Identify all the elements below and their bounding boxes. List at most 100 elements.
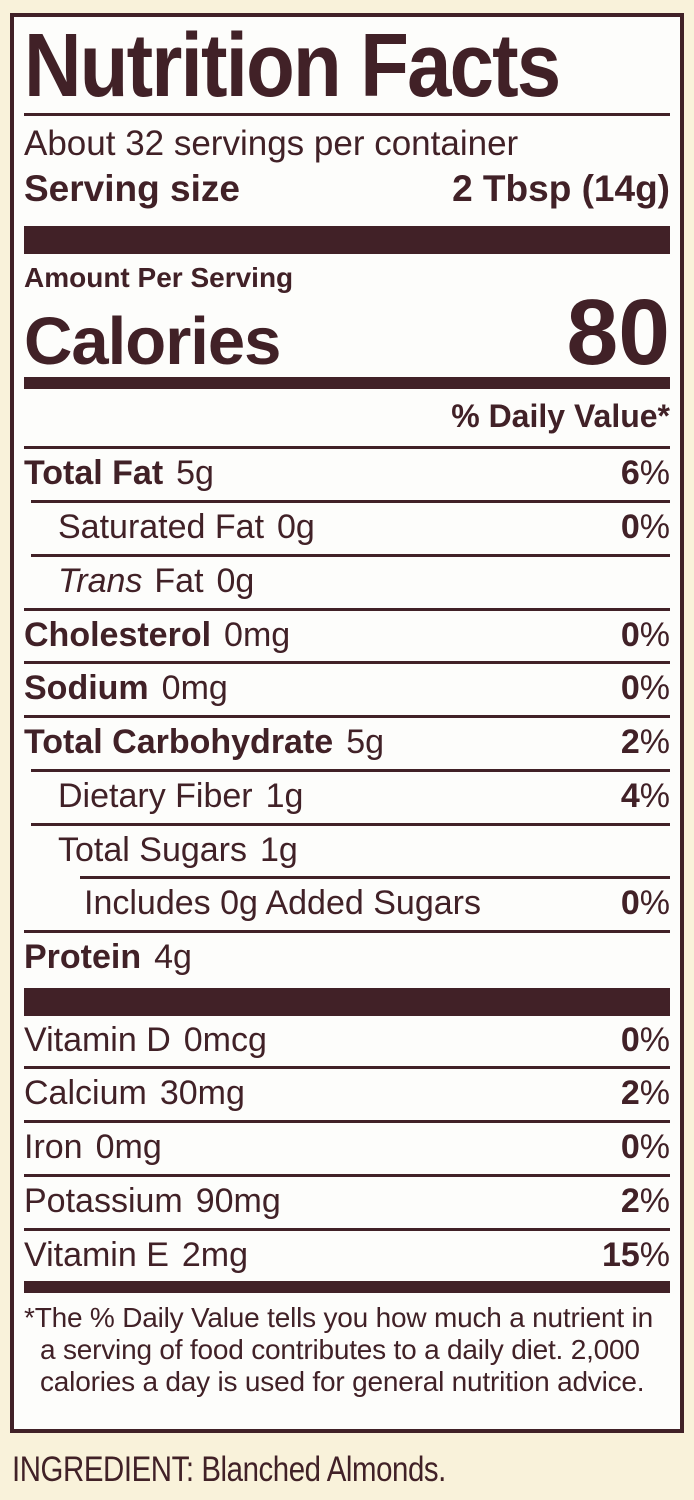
vitamin-row-calcium: Calcium 30mg 2% [24,1066,670,1120]
nutrient-row-total-carbohydrate: Total Carbohydrate 5g 2% [24,715,670,769]
nutrient-amount: 4g [154,937,192,976]
amount-per-serving-label: Amount Per Serving [24,262,294,294]
calories-bar [24,377,670,390]
nutrient-daily-value: 2% [620,1074,670,1113]
daily-value-header: % Daily Value* [24,389,670,450]
nutrient-name-amount: Vitamin E 2mg [24,1235,249,1274]
percent-sign: % [639,1235,670,1274]
nutrient-name-amount: Total Sugars 1g [31,830,298,869]
nutrient-name: Cholesterol [24,615,212,654]
nutrient-name-amount: Trans Fat 0g [31,563,254,600]
nutrient-name: Calcium [24,1074,147,1113]
nutrient-name: Saturated Fat [58,508,265,547]
nutrient-row-total-sugars: Total Sugars 1g [31,822,670,877]
nutrient-daily-value: 0% [620,669,670,708]
nutrient-name-amount: Protein 4g [24,939,192,976]
percent-sign: % [639,454,670,493]
nutrient-name-amount: Iron 0mg [24,1129,162,1166]
nutrient-name: Protein [24,937,142,976]
nutrient-name-amount: Total Fat 5g [24,455,214,492]
nutrient-amount: 0mg [95,1128,162,1167]
nutrient-row-trans-fat: Trans Fat 0g [31,553,670,608]
servings-per-container: About 32 servings per container [24,123,519,163]
nutrition-facts-label: Nutrition Facts About 32 servings per co… [10,13,684,1433]
calories-label: Calories [24,304,281,380]
nutrient-amount: 0mg [224,615,291,654]
percent-sign: % [639,723,670,762]
nutrient-daily-value: 2% [620,723,670,762]
nutrient-daily-value: 2% [620,1181,670,1220]
nutrient-daily-value: 6% [620,454,670,493]
serving-size-value: 2 Tbsp (14g) [452,167,670,209]
nutrient-name: Total Carbohydrate [24,723,334,762]
nutrient-amount: 0g [216,561,255,600]
nutrient-name-amount: Dietary Fiber 1g [31,776,303,815]
percent-sign: % [639,615,670,654]
nutrient-row-cholesterol: Cholesterol 0mg 0% [24,607,670,662]
nutrient-name: Includes 0g Added Sugars [84,884,481,923]
vitamin-row-iron: Iron 0mg 0% [24,1120,670,1174]
nutrient-row-saturated-fat: Saturated Fat 0g 0% [31,500,670,554]
percent-sign: % [639,1128,670,1167]
footnote-asterisk: * [24,1302,35,1334]
nutrient-name-amount: Saturated Fat 0g [31,509,315,546]
calories-row: Calories 80 [24,286,670,380]
percent-sign: % [639,884,670,923]
nutrient-name: Sodium [24,669,149,708]
vitamin-row-potassium: Potassium 90mg 2% [24,1173,670,1228]
nutrient-name-amount: Total Carbohydrate 5g [24,724,384,761]
nutrient-daily-value: 0% [620,508,670,547]
nutrient-name: Potassium [24,1181,183,1220]
nutrient-amount: 5g [176,454,214,493]
nutrient-daily-value: 0% [620,884,670,923]
nutrient-amount: 90mg [195,1181,281,1220]
nutrient-name-italic: Trans [58,561,143,600]
nutrient-name: Vitamin E [24,1235,169,1274]
ingredient-text: INGREDIENT: Blanched Almonds. [12,1450,446,1489]
nutrient-daily-value: 0% [620,1020,670,1059]
ingredient-statement: INGREDIENT: Blanched Almonds. [12,1450,529,1490]
nutrient-name-amount: Cholesterol 0mg [24,615,291,654]
label-title: Nutrition Facts [24,16,561,116]
footnote-text: The % Daily Value tells you how much a n… [34,1302,653,1397]
percent-sign: % [639,1181,670,1220]
percent-sign: % [639,776,670,815]
nutrient-name: Iron [24,1128,83,1167]
nutrient-name: Fat [154,561,204,600]
nutrient-name: Dietary Fiber [58,776,253,815]
nutrient-daily-value: 15% [601,1235,670,1274]
serving-size-row: Serving size 2 Tbsp (14g) [24,168,670,211]
nutrient-amount: 5g [346,723,385,762]
nutrient-row-protein: Protein 4g [24,929,670,984]
section-bar-middle [24,987,670,1016]
serving-size-label: Serving size [24,167,240,209]
nutrient-name-amount: Calcium 30mg [24,1075,245,1112]
nutrient-daily-value: 0% [620,1128,670,1167]
nutrient-row-sodium: Sodium 0mg 0% [24,661,670,715]
daily-value-footnote: *The % Daily Value tells you how much a … [24,1293,670,1397]
nutrient-row-total-fat: Total Fat 5g 6% [24,449,670,500]
nutrient-name: Vitamin D [24,1020,171,1059]
vitamin-row-vitamin-d: Vitamin D 0mcg 0% [24,1016,670,1067]
nutrient-name-amount: Includes 0g Added Sugars [80,885,481,922]
nutrient-amount: 2mg [181,1235,249,1274]
percent-sign: % [639,1020,670,1059]
percent-sign: % [639,669,670,708]
nutrient-name-amount: Sodium 0mg [24,670,228,707]
vitamin-row-vitamin-e: Vitamin E 2mg 15% [24,1227,670,1282]
nutrient-amount: 0g [277,508,315,547]
nutrient-daily-value: 0% [620,615,670,654]
nutrient-amount: 1g [260,830,298,869]
nutrient-amount: 0mg [161,669,228,708]
nutrient-daily-value: 4% [620,776,670,815]
percent-sign: % [639,1074,670,1113]
nutrient-name: Total Sugars [58,830,247,869]
section-bar-top [24,226,670,255]
nutrient-amount: 0mcg [183,1020,267,1059]
footnote-bar [24,1281,670,1294]
nutrient-name-amount: Vitamin D 0mcg [24,1020,267,1059]
title-divider [24,112,670,116]
nutrient-row-dietary-fiber: Dietary Fiber 1g 4% [31,768,670,823]
nutrient-amount: 30mg [159,1074,245,1113]
nutrient-name-amount: Potassium 90mg [24,1181,281,1220]
